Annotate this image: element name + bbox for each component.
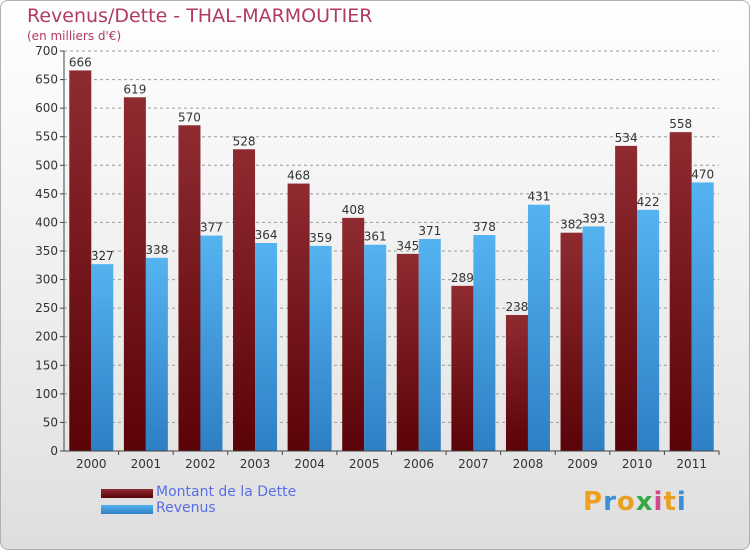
bar-dette-2010 bbox=[615, 145, 638, 451]
y-tick-label-50: 50 bbox=[43, 415, 58, 429]
bar-dette-2004 bbox=[287, 183, 310, 452]
data-label-dette-2002: 570 bbox=[178, 110, 201, 124]
x-tick-label-2011: 2011 bbox=[676, 457, 707, 471]
bar-revenus-2003 bbox=[255, 243, 278, 451]
data-label-revenus-2004: 359 bbox=[309, 231, 332, 245]
data-label-revenus-2011: 470 bbox=[691, 167, 714, 181]
legend-swatch-revenus bbox=[101, 505, 153, 514]
logo-letter: o bbox=[616, 487, 636, 517]
y-tick-label-650: 650 bbox=[35, 73, 58, 87]
logo-letter: i bbox=[653, 487, 664, 517]
data-label-dette-2007: 289 bbox=[451, 271, 474, 285]
x-tick-label-2001: 2001 bbox=[131, 457, 162, 471]
data-label-dette-2000: 666 bbox=[69, 55, 92, 69]
x-tick-label-2009: 2009 bbox=[567, 457, 598, 471]
y-tick-label-250: 250 bbox=[35, 301, 58, 315]
data-label-dette-2011: 558 bbox=[669, 117, 692, 131]
bar-revenus-2011 bbox=[691, 182, 714, 451]
data-label-dette-2009: 382 bbox=[560, 218, 583, 232]
data-label-revenus-2005: 361 bbox=[364, 230, 387, 244]
data-label-dette-2003: 528 bbox=[233, 134, 256, 148]
bar-dette-2008 bbox=[505, 315, 528, 451]
data-label-dette-2006: 345 bbox=[396, 239, 419, 253]
y-tick-label-150: 150 bbox=[35, 358, 58, 372]
bar-revenus-2001 bbox=[145, 257, 168, 451]
data-label-revenus-2009: 393 bbox=[582, 211, 605, 225]
x-tick-label-2006: 2006 bbox=[404, 457, 435, 471]
y-tick-label-0: 0 bbox=[50, 444, 58, 458]
bar-revenus-2006 bbox=[418, 239, 441, 451]
y-tick-label-550: 550 bbox=[35, 130, 58, 144]
y-tick-label-500: 500 bbox=[35, 158, 58, 172]
x-tick-label-2000: 2000 bbox=[76, 457, 107, 471]
data-label-revenus-2000: 327 bbox=[91, 249, 114, 263]
logo-letter: t bbox=[663, 487, 677, 517]
x-tick-label-2010: 2010 bbox=[622, 457, 653, 471]
data-label-revenus-2010: 422 bbox=[637, 195, 660, 209]
data-label-revenus-2002: 377 bbox=[200, 221, 223, 235]
y-tick-label-100: 100 bbox=[35, 387, 58, 401]
logo-letter: i bbox=[676, 487, 687, 517]
y-tick-label-700: 700 bbox=[35, 44, 58, 58]
bar-dette-2009 bbox=[560, 232, 583, 451]
data-label-dette-2010: 534 bbox=[615, 131, 638, 145]
bar-revenus-2007 bbox=[473, 235, 496, 451]
bar-revenus-2008 bbox=[527, 204, 550, 451]
bar-revenus-2002 bbox=[200, 235, 223, 451]
data-label-dette-2005: 408 bbox=[342, 203, 365, 217]
data-label-dette-2001: 619 bbox=[123, 82, 146, 96]
x-tick-label-2005: 2005 bbox=[349, 457, 380, 471]
bar-revenus-2005 bbox=[364, 244, 387, 451]
x-tick-label-2007: 2007 bbox=[458, 457, 489, 471]
bar-dette-2002 bbox=[178, 125, 201, 452]
bar-revenus-2009 bbox=[582, 226, 605, 451]
logo-letter: x bbox=[635, 487, 654, 517]
legend-label-dette: Montant de la Dette bbox=[156, 484, 297, 500]
data-label-revenus-2003: 364 bbox=[255, 228, 278, 242]
chart-subtitle: (en milliers d'€) bbox=[27, 29, 122, 43]
legend-swatch-dette bbox=[101, 489, 153, 498]
bar-dette-2006 bbox=[396, 253, 419, 451]
bar-revenus-2010 bbox=[637, 209, 660, 451]
chart-title: Revenus/Dette - THAL-MARMOUTIER bbox=[27, 5, 373, 27]
x-tick-label-2002: 2002 bbox=[185, 457, 216, 471]
x-tick-label-2008: 2008 bbox=[513, 457, 544, 471]
data-label-revenus-2006: 371 bbox=[418, 224, 441, 238]
bar-dette-2007 bbox=[451, 285, 474, 451]
proxiti-logo: Proxiti bbox=[583, 487, 687, 517]
y-tick-label-450: 450 bbox=[35, 187, 58, 201]
x-tick-label-2004: 2004 bbox=[294, 457, 325, 471]
y-tick-label-400: 400 bbox=[35, 215, 58, 229]
data-label-dette-2008: 238 bbox=[506, 300, 529, 314]
logo-letter: r bbox=[603, 487, 617, 517]
y-tick-label-600: 600 bbox=[35, 101, 58, 115]
x-tick-label-2003: 2003 bbox=[240, 457, 271, 471]
data-label-revenus-2008: 431 bbox=[528, 190, 551, 204]
bar-revenus-2000 bbox=[91, 264, 114, 451]
bar-dette-2005 bbox=[342, 217, 365, 451]
y-tick-label-350: 350 bbox=[35, 244, 58, 258]
legend-label-revenus: Revenus bbox=[156, 500, 216, 516]
bar-dette-2003 bbox=[233, 149, 256, 452]
y-tick-label-300: 300 bbox=[35, 273, 58, 287]
data-label-dette-2004: 468 bbox=[287, 169, 310, 183]
bar-dette-2011 bbox=[669, 132, 692, 451]
data-label-revenus-2001: 338 bbox=[145, 243, 168, 257]
bar-dette-2000 bbox=[69, 70, 92, 451]
bar-revenus-2004 bbox=[309, 245, 332, 451]
data-label-revenus-2007: 378 bbox=[473, 220, 496, 234]
bar-dette-2001 bbox=[123, 97, 146, 452]
logo-letter: P bbox=[583, 487, 604, 517]
y-tick-label-200: 200 bbox=[35, 330, 58, 344]
